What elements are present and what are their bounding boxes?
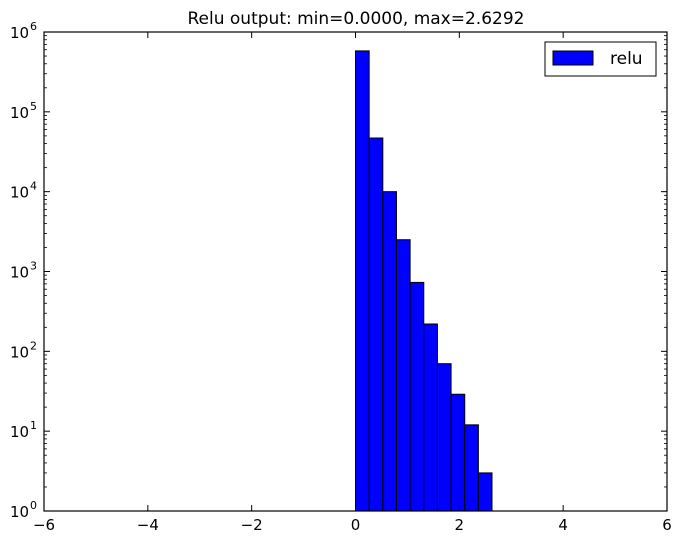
y-tick-label-exponent: 6 [30, 20, 37, 33]
y-tick-label: 10 [10, 24, 29, 42]
y-tick-label: 10 [10, 184, 29, 202]
x-tick-label: 6 [662, 516, 672, 534]
y-tick-label: 10 [10, 264, 29, 282]
legend-label-relu: relu [610, 49, 643, 69]
histogram-bar [436, 363, 452, 512]
histogram-bar [450, 393, 466, 512]
y-tick-label: 10 [10, 503, 29, 521]
x-tick-label: 0 [351, 516, 361, 534]
y-tick-label-exponent: 3 [30, 260, 37, 273]
histogram-bar [382, 191, 397, 512]
y-tick-label-exponent: 4 [30, 180, 37, 193]
histogram-bar [395, 239, 411, 512]
histogram-bar [477, 472, 493, 512]
x-tick-label: −6 [33, 516, 55, 534]
histogram-bar [368, 137, 384, 512]
y-tick-label: 10 [10, 104, 29, 122]
x-tick-label: 4 [558, 516, 568, 534]
y-tick-label-exponent: 5 [30, 100, 37, 113]
x-tick-label: −2 [241, 516, 263, 534]
histogram-bar [423, 323, 438, 512]
x-tick-label: −4 [137, 516, 159, 534]
histogram-bar [355, 50, 370, 512]
y-tick-label-exponent: 0 [30, 499, 37, 512]
y-tick-label-exponent: 2 [30, 339, 37, 352]
plot-frame [43, 31, 668, 512]
y-tick-label: 10 [10, 343, 29, 361]
y-tick-label-exponent: 1 [30, 419, 37, 432]
histogram-bar [464, 424, 479, 512]
legend: relu [544, 41, 657, 77]
legend-swatch-relu [552, 50, 594, 66]
x-tick-label: 2 [455, 516, 465, 534]
y-tick-label: 10 [10, 423, 29, 441]
bars-layer [355, 50, 493, 512]
histogram-bar [409, 281, 425, 512]
chart-title: Relu output: min=0.0000, max=2.6292 [188, 9, 525, 29]
